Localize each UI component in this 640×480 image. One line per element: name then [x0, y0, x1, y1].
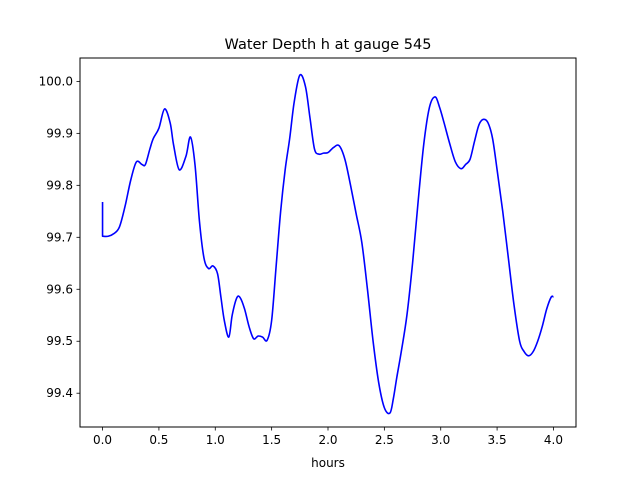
x-tick-label: 0.0	[93, 433, 112, 447]
chart-title: Water Depth h at gauge 545	[225, 37, 432, 53]
x-tick-label: 4.0	[544, 433, 563, 447]
x-tick-label: 1.5	[262, 433, 281, 447]
x-axis-label: hours	[311, 456, 345, 470]
y-tick-label: 99.4	[46, 386, 73, 400]
y-tick-label: 99.6	[46, 282, 73, 296]
x-axis-ticks: 0.0 0.5 1.0 1.5 2.0 2.5 3.0 3.5 4.0	[93, 427, 563, 447]
y-axis-ticks: 99.4 99.5 99.6 99.7 99.8 99.9 100.0	[39, 74, 80, 400]
x-tick-label: 3.0	[431, 433, 450, 447]
x-tick-label: 2.5	[375, 433, 394, 447]
y-tick-label: 100.0	[39, 74, 73, 88]
plot-frame	[79, 57, 577, 428]
x-tick-label: 1.0	[206, 433, 225, 447]
y-tick-label: 99.8	[46, 178, 73, 192]
x-tick-label: 3.5	[488, 433, 507, 447]
y-tick-label: 99.9	[46, 126, 73, 140]
series-line-water-depth	[101, 73, 554, 415]
x-tick-label: 2.0	[318, 433, 337, 447]
y-tick-label: 99.7	[46, 230, 73, 244]
y-tick-label: 99.5	[46, 334, 73, 348]
x-tick-label: 0.5	[149, 433, 168, 447]
